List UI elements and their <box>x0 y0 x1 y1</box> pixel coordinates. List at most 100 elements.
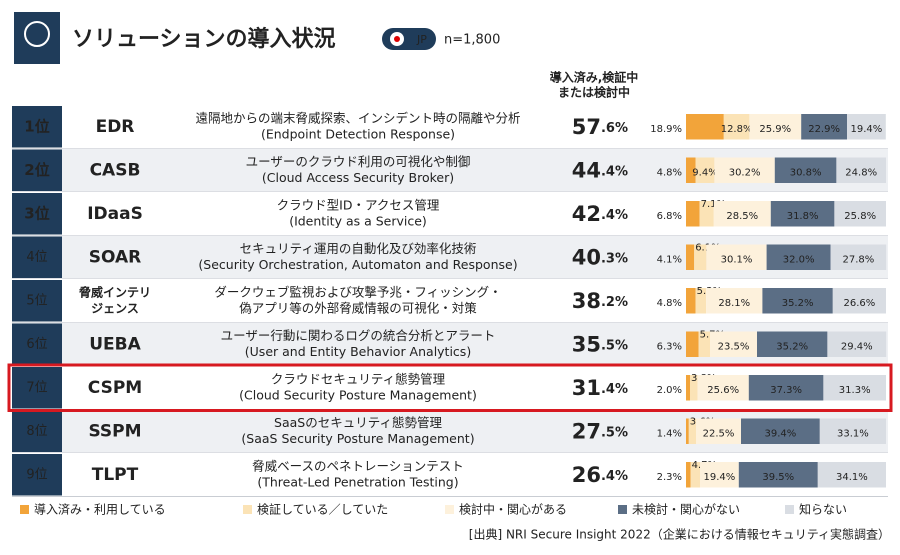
bar-segment <box>686 157 696 183</box>
bar-segment <box>723 114 750 140</box>
bar-segment <box>694 244 707 270</box>
segment-label: 4.8% <box>657 167 682 178</box>
total-minor: .4% <box>601 164 628 179</box>
rank-cell <box>12 410 62 452</box>
segment-label: 39.5% <box>762 472 794 483</box>
segment-label: 22.9% <box>808 124 840 135</box>
highlight-frame <box>7 363 893 412</box>
segment-label: 23.5% <box>718 341 750 352</box>
bar-segment <box>690 462 700 488</box>
total: 38.2% <box>572 289 628 313</box>
solution-name: SOAR <box>89 247 142 267</box>
legend-label: 導入済み・利用している <box>34 502 166 517</box>
rank: 2位 <box>24 161 49 179</box>
bar-segment <box>696 418 741 444</box>
segment-label: 1.4% <box>657 428 682 439</box>
description: (Cloud Security Posture Management) <box>239 387 477 402</box>
segment-label: 31.8% <box>787 211 819 222</box>
total-minor: .5% <box>601 338 628 353</box>
bar-segment <box>686 418 689 444</box>
bar-segment <box>699 201 714 227</box>
bar-segment <box>697 375 749 401</box>
total-major: 31 <box>572 376 601 400</box>
legend-label: 検討中・関心がある <box>459 502 567 517</box>
total: 40.3% <box>572 245 628 269</box>
bar-segment <box>823 375 886 401</box>
bar-segment <box>713 201 771 227</box>
description: (Identity as a Service) <box>289 213 427 228</box>
bar-segment <box>801 114 847 140</box>
rank-cell <box>12 106 62 148</box>
segment-label: 6.8% <box>657 211 682 222</box>
bar-segment <box>688 418 696 444</box>
segment-label: 37.3% <box>770 385 802 396</box>
description: ユーザーのクラウド利用の可視化や制御 <box>246 154 471 169</box>
legend-swatch <box>618 505 627 514</box>
rank: 7位 <box>26 380 47 395</box>
segment-label: 18.9% <box>650 124 682 135</box>
badge-text: JP <box>416 33 427 46</box>
bar-segment <box>686 114 724 140</box>
segment-label: 4.1% <box>657 254 682 265</box>
bar-segment <box>738 462 818 488</box>
total-major: 35 <box>572 332 601 356</box>
segment-label: 26.6% <box>844 298 876 309</box>
sample-size: n=1,800 <box>444 33 500 48</box>
total: 57.6% <box>572 115 628 139</box>
segment-label: 4.8% <box>657 298 682 309</box>
bar-segment <box>714 157 775 183</box>
rank: 9位 <box>26 467 47 482</box>
segment-label: 6.3% <box>657 341 682 352</box>
segment-label: 34.1% <box>836 472 868 483</box>
bar-segment <box>836 157 886 183</box>
description: (Security Orchestration, Automaton and R… <box>198 257 517 272</box>
description: ユーザー行動に関わるログの統合分析とアラート <box>221 328 496 343</box>
total-major: 42 <box>572 202 601 226</box>
solution-name: ジェンス <box>91 301 139 315</box>
legend-swatch <box>243 505 252 514</box>
column-header: 導入済み,検証中 <box>550 70 639 85</box>
legend-label: 検証している／していた <box>257 503 388 517</box>
segment-label: 25.9% <box>759 124 791 135</box>
rank: 8位 <box>26 424 47 439</box>
solution-name: CASB <box>90 160 141 180</box>
bar-segment <box>827 331 887 357</box>
segment-label: 9.4% <box>692 167 717 178</box>
rank-cell <box>12 236 62 278</box>
description: (Endpoint Detection Response) <box>261 126 455 141</box>
legend-label: 知らない <box>799 503 847 517</box>
bar-segment <box>770 201 835 227</box>
title-icon <box>14 12 60 64</box>
source: [出典] NRI Secure Insight 2022（企業における情報セキュ… <box>469 527 890 542</box>
segment-label: 7.1% <box>701 199 726 210</box>
rank-cell <box>12 193 62 235</box>
total: 44.4% <box>572 158 628 182</box>
total-minor: .4% <box>601 381 628 396</box>
bar-segment <box>706 244 767 270</box>
solution-name: UEBA <box>89 334 141 354</box>
description: SaaSのセキュリティ態勢管理 <box>274 415 442 430</box>
bar-segment <box>847 114 886 140</box>
bar-segment <box>741 418 820 444</box>
description: (Cloud Access Security Broker) <box>262 170 454 185</box>
bar-segment <box>690 375 698 401</box>
description: セキュリティ運用の自動化及び効率化技術 <box>240 241 477 256</box>
solution-name: IDaaS <box>87 204 143 224</box>
rank: 4位 <box>26 250 47 265</box>
total-minor: .2% <box>601 294 628 309</box>
segment-label: 31.3% <box>839 385 871 396</box>
solution-name: TLPT <box>92 465 139 485</box>
segment-label: 35.2% <box>776 341 808 352</box>
rank-cell <box>12 280 62 322</box>
segment-label: 19.4% <box>704 472 736 483</box>
rank: 5位 <box>26 293 47 308</box>
bar-segment <box>762 288 833 314</box>
solution-name: EDR <box>96 117 135 137</box>
total-major: 57 <box>572 115 601 139</box>
legend-label: 未検討・関心がない <box>632 502 740 517</box>
bar-segment <box>819 418 886 444</box>
segment-label: 2.3% <box>657 472 682 483</box>
icon-glyph <box>24 21 50 47</box>
bar-segment <box>749 114 802 140</box>
